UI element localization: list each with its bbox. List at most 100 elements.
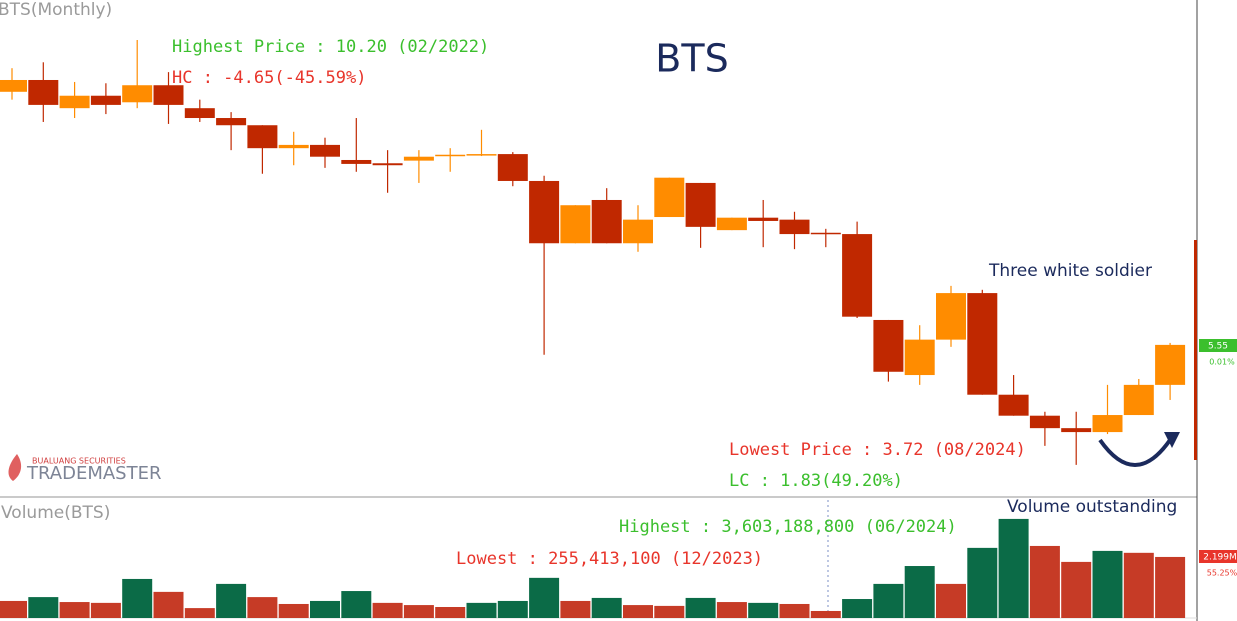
panel-label: BTS(Monthly)	[0, 0, 112, 20]
volume-bar	[278, 603, 309, 618]
candle-body	[1061, 428, 1092, 433]
chart-title: BTS	[655, 37, 728, 81]
volume-bar	[936, 583, 966, 618]
candle-body	[529, 180, 560, 244]
volume-bar	[529, 577, 560, 618]
candle-body	[685, 182, 716, 227]
volume-bar	[0, 600, 27, 618]
candle-body	[216, 118, 247, 126]
candle-body	[90, 95, 121, 105]
volume-bar	[748, 602, 779, 618]
volume-bar	[310, 600, 340, 618]
candle-body	[591, 199, 622, 244]
volume-bar	[403, 605, 434, 618]
candle-body	[466, 154, 497, 156]
volume-bar	[560, 600, 591, 618]
volume-bar	[716, 602, 747, 618]
volume-bar	[435, 607, 466, 618]
volume-bar	[654, 605, 685, 618]
candle-body	[59, 95, 90, 109]
candle-body	[184, 108, 215, 119]
logo-icon	[8, 454, 22, 481]
candle-body	[310, 144, 340, 157]
volume-bar	[28, 597, 59, 618]
volume-change-label: 55.25%	[1207, 569, 1237, 578]
candle-body	[403, 156, 434, 161]
volume-tag	[1199, 550, 1237, 563]
candle-body	[1029, 415, 1060, 429]
candle-body	[716, 217, 747, 231]
price-tag-label: 5.55	[1208, 342, 1228, 352]
annotation: LC : 1.83(49.20%)	[729, 471, 903, 491]
volume-panel-label: Volume(BTS)	[1, 503, 110, 523]
annotation: Three white soldier	[988, 261, 1152, 281]
volume-bar	[1092, 550, 1123, 618]
volume-bar	[1061, 561, 1092, 618]
volume-bar	[1029, 545, 1060, 618]
price-change-label: 0.01%	[1209, 358, 1235, 367]
annotation: Lowest : 255,413,100 (12/2023)	[456, 549, 763, 569]
volume-bar	[1155, 556, 1186, 618]
candle-body	[967, 293, 998, 395]
annotation: Lowest Price : 3.72 (08/2024)	[729, 440, 1026, 460]
candle-body	[122, 85, 153, 103]
volume-bar	[842, 599, 873, 618]
candle-body	[842, 234, 873, 317]
volume-bar	[1123, 552, 1154, 618]
volume-bar	[216, 583, 247, 618]
annotation: Highest : 3,603,188,800 (06/2024)	[619, 517, 957, 537]
annotation: HC : -4.65(-45.59%)	[172, 68, 366, 88]
volume-bar	[59, 602, 90, 618]
candle-body	[1123, 384, 1154, 416]
candle-body	[497, 154, 528, 181]
volume-bar	[998, 518, 1029, 618]
volume-bar	[466, 602, 497, 618]
volume-bar	[904, 566, 935, 618]
candle-body	[873, 319, 904, 372]
arrow	[1098, 438, 1172, 467]
volume-bar	[779, 603, 810, 618]
volume-bar	[685, 597, 716, 618]
logo-product: TRADEMASTER	[26, 463, 161, 484]
candle-body	[1092, 415, 1123, 433]
volume-tag-label: 2.199M	[1203, 553, 1237, 563]
candle-body	[560, 205, 591, 244]
volume-bar	[623, 605, 653, 618]
candle-body	[936, 293, 966, 340]
range-marker	[1194, 240, 1197, 460]
volume-bar	[153, 591, 184, 618]
candle-body	[372, 163, 403, 166]
volume-bar	[967, 547, 998, 618]
volume-bar	[810, 610, 841, 618]
volume-bar	[341, 591, 372, 618]
logo-company: BUALUANG SECURITIES	[32, 457, 126, 466]
candle-body	[623, 219, 653, 244]
candle-body	[654, 177, 685, 218]
volume-bar	[90, 602, 121, 618]
volume-bar	[247, 597, 278, 618]
annotation: Volume outstanding	[1007, 497, 1177, 517]
price-tag	[1199, 339, 1237, 352]
candle-body	[435, 154, 466, 157]
volume-bar	[122, 578, 153, 618]
candle-body	[28, 79, 59, 105]
candle-body	[341, 159, 372, 164]
volume-bar	[591, 597, 622, 618]
candle-body	[779, 219, 810, 235]
candle-body	[0, 79, 27, 92]
candle-body	[998, 394, 1029, 416]
volume-bar	[372, 602, 403, 618]
candle-body	[904, 339, 935, 376]
candle-body	[278, 144, 309, 149]
candle-body	[1155, 344, 1186, 385]
annotation: Highest Price : 10.20 (02/2022)	[172, 37, 489, 57]
volume-bar	[184, 608, 215, 618]
logo: BUALUANG SECURITIES TRADEMASTER	[8, 454, 161, 484]
volume-bar	[873, 583, 904, 618]
candle-body	[748, 217, 779, 221]
candle-body	[810, 232, 841, 235]
candle-body	[153, 85, 184, 105]
